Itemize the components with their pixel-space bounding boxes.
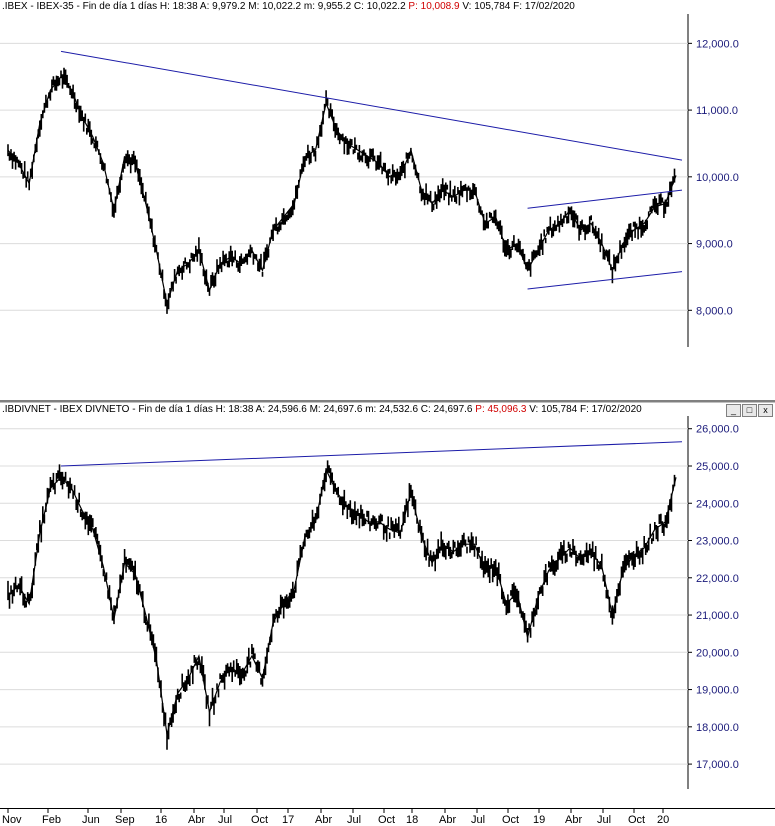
x-tick-label: Oct — [628, 814, 645, 826]
x-tick-label: Jun — [82, 814, 100, 826]
ibex35-info-bar: .IBEX - IBEX-35 - Fin de día 1 días H: 1… — [0, 0, 775, 14]
info-field: A: 24,596.6 — [255, 404, 307, 415]
info-field-previous-close: P: 45,096.3 — [475, 404, 527, 415]
x-tick-label: Oct — [251, 814, 268, 826]
info-field: F: 17/02/2020 — [580, 404, 642, 415]
x-tick-label: Abr — [188, 814, 205, 826]
x-tick-label: Jul — [597, 814, 611, 826]
x-tick-label: Feb — [42, 814, 61, 826]
ibdivnet-info-bar: .IBDIVNET - IBEX DIVNETO - Fin de día 1 … — [0, 402, 775, 417]
x-tick-label: Jul — [347, 814, 361, 826]
info-field: M: 10,022.2 — [248, 1, 302, 12]
info-field: A: 9,979.2 — [199, 1, 246, 12]
close-button[interactable]: x — [758, 404, 773, 417]
x-tick-label: Abr — [565, 814, 582, 826]
x-tick-label: Oct — [502, 814, 519, 826]
info-field: F: 17/02/2020 — [513, 1, 575, 12]
x-tick-label: Nov — [2, 814, 22, 826]
price-series — [7, 67, 676, 314]
y-tick-label: 25,000.0 — [696, 461, 739, 473]
x-tick-label: 19 — [533, 814, 545, 826]
time-axis: Nov Feb Jun Sep 16 Abr Jul Oct 17 Abr Jul Oct 18 Abr J… — [0, 808, 775, 826]
y-tick-label: 23,000.0 — [696, 536, 739, 548]
x-tick-label: Abr — [315, 814, 332, 826]
price-series-trend — [7, 467, 677, 735]
ibex35-price-plot: 12,000.0 11,000.0 10,000.0 9,000.0 8,000.0 — [0, 14, 739, 347]
info-field: V: 105,784 — [462, 1, 511, 12]
y-tick-label: 11,000.0 — [696, 105, 738, 117]
symbol-label: .IBEX - IBEX-35 - Fin de día 1 días — [2, 1, 158, 12]
y-tick-label: 17,000.0 — [696, 759, 739, 771]
trendline — [60, 441, 683, 467]
y-tick-label: 21,000.0 — [696, 610, 739, 622]
x-tick-label: 16 — [155, 814, 167, 826]
y-tick-label: 12,000.0 — [696, 38, 739, 50]
info-field: V: 105,784 — [529, 404, 578, 415]
restore-button[interactable]: □ — [742, 404, 757, 417]
y-tick-label: 8,000.0 — [696, 305, 733, 317]
y-tick-label: 22,000.0 — [696, 573, 739, 585]
window-buttons: _ □ x — [726, 404, 773, 417]
x-tick-label: Sep — [115, 814, 135, 826]
ibdivnet-chart-pane[interactable]: .IBDIVNET - IBEX DIVNETO - Fin de día 1 … — [0, 402, 775, 808]
price-series-trend — [7, 75, 677, 306]
info-field: m: 24,532.6 — [365, 404, 418, 415]
ibex35-chart-pane[interactable]: .IBEX - IBEX-35 - Fin de día 1 días H: 1… — [0, 0, 775, 400]
minimize-button[interactable]: _ — [726, 404, 741, 417]
y-tick-label: 26,000.0 — [696, 424, 739, 436]
pane-divider[interactable] — [0, 400, 775, 402]
time-axis-labels: Nov Feb Jun Sep 16 Abr Jul Oct 17 Abr Jul Oct 18 Abr J… — [2, 809, 669, 826]
info-field: C: 24,697.6 — [420, 404, 473, 415]
x-tick-label: Jul — [218, 814, 232, 826]
info-field: M: 24,697.6 — [309, 404, 363, 415]
price-series — [7, 460, 676, 750]
x-tick-label: Jul — [471, 814, 485, 826]
info-field-previous-close: P: 10,008.9 — [408, 1, 460, 12]
trendline — [527, 189, 683, 209]
y-tick-label: 24,000.0 — [696, 498, 739, 510]
info-field: H: 18:38 — [159, 1, 198, 12]
x-tick-label: 18 — [406, 814, 418, 826]
y-tick-label: 9,000.0 — [696, 239, 733, 251]
symbol-label: .IBDIVNET - IBEX DIVNETO - Fin de día 1 … — [2, 404, 213, 415]
y-tick-label: 20,000.0 — [696, 647, 739, 659]
info-field: C: 10,022.2 — [353, 1, 406, 12]
info-field: m: 9,955.2 — [303, 1, 352, 12]
info-field: H: 18:38 — [215, 404, 254, 415]
x-tick-label: 20 — [657, 814, 669, 826]
y-tick-label: 10,000.0 — [696, 172, 739, 184]
x-tick-label: Abr — [439, 814, 456, 826]
y-tick-label: 19,000.0 — [696, 685, 739, 697]
x-tick-label: Oct — [378, 814, 395, 826]
trendline — [60, 50, 683, 161]
x-tick-label: 17 — [282, 814, 294, 826]
y-tick-label: 18,000.0 — [696, 722, 739, 734]
trendline — [527, 271, 683, 290]
ibdivnet-price-plot: 26,000.0 25,000.0 24,000.0 23,000.0 22,000.0… — [0, 416, 739, 789]
